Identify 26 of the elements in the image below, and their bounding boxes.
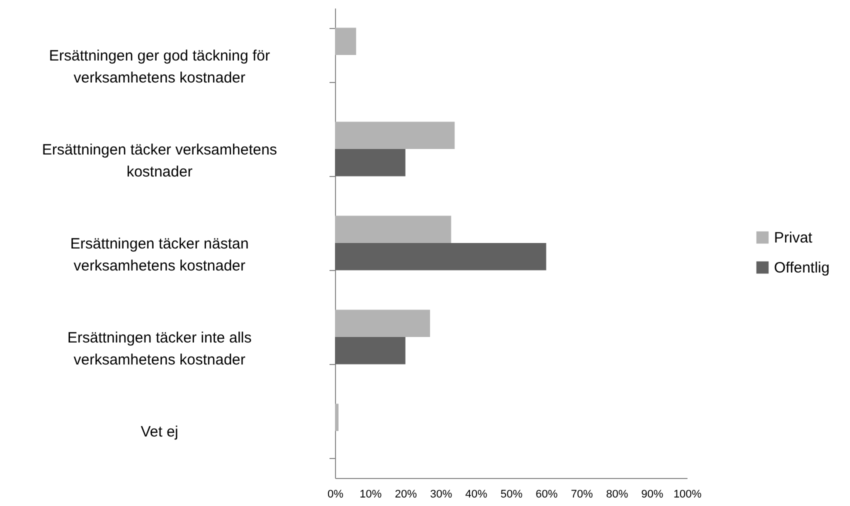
- bar: [335, 122, 455, 149]
- x-tick-label: 90%: [641, 488, 664, 500]
- y-tick-label: Ersättningen täcker inte alls verksamhetens kostnader: [67, 330, 252, 368]
- legend-label: Offentlig: [774, 260, 830, 276]
- y-tick-label: Ersättningen täcker verksamhetens kostnader: [42, 142, 278, 180]
- x-tick-label: 60%: [536, 488, 558, 500]
- y-tick-label: Ersättningen ger god täckning för verksamhetens kostnader: [49, 48, 270, 86]
- x-tick-label: 0%: [328, 488, 344, 500]
- x-tick-label: 50%: [500, 488, 523, 500]
- bar: [335, 337, 406, 364]
- bar: [335, 216, 452, 243]
- y-tick-label: Ersättningen täcker nästan verksamhetens kostnader: [70, 236, 249, 274]
- x-tick-label: 80%: [606, 488, 628, 500]
- y-tick-label: Vet ej: [140, 424, 178, 440]
- legend-label: Privat: [774, 230, 814, 246]
- bar: [335, 28, 356, 55]
- bar: [335, 149, 406, 176]
- x-tick-label: 40%: [465, 488, 488, 500]
- x-tick-label: 70%: [570, 488, 594, 500]
- x-tick-label: 100%: [673, 488, 702, 500]
- x-tick-label: 20%: [394, 488, 418, 500]
- x-tick-label: 10%: [360, 488, 382, 500]
- bar: [335, 243, 546, 270]
- x-tick-label: 30%: [430, 488, 452, 500]
- bar: [335, 404, 339, 431]
- bar: [335, 310, 430, 337]
